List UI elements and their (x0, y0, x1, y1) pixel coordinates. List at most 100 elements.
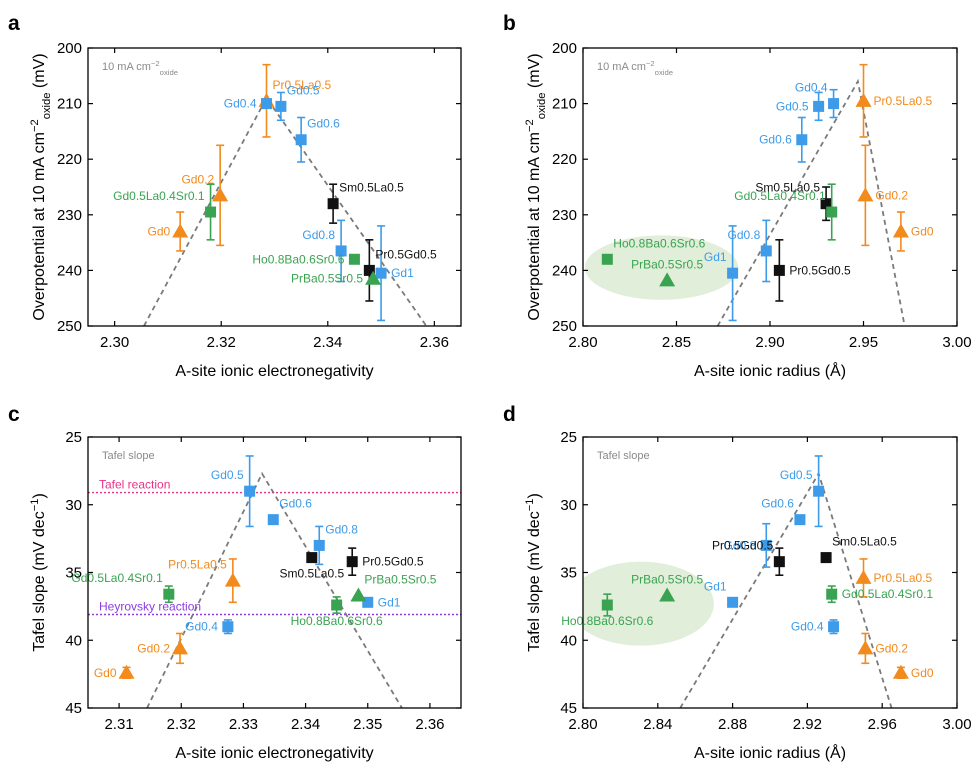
point-label: Gd0 (94, 666, 117, 680)
square-marker (727, 267, 739, 279)
square-marker (327, 198, 339, 210)
point-label: Gd1 (391, 266, 414, 280)
x-axis-label: A-site ionic electronegativity (175, 745, 373, 762)
y-axis-label: Overpotential at 10 mA cm−2oxide (mV) (29, 53, 53, 320)
data-point: Gd0.5La0.4Sr0.1 (71, 571, 175, 604)
point-label: Gd0.5La0.4Sr0.1 (71, 571, 163, 585)
data-point: Gd0.2 (137, 632, 189, 665)
data-point: Gd0.6 (761, 497, 806, 526)
x-tick-label: 2.35 (353, 716, 382, 733)
point-label: Gd0.5 (780, 468, 813, 482)
x-tick-label: 2.33 (229, 716, 258, 733)
data-point: Pr0.5La0.5 (855, 63, 933, 138)
point-label: Ho0.8Ba0.6Sr0.6 (561, 614, 653, 628)
y-axis-label: Tafel slope (mV dec−1) (29, 493, 48, 652)
y-tick-label: 210 (552, 96, 577, 113)
reference-line-label: Tafel reaction (99, 478, 170, 492)
panel-letter: c (8, 403, 20, 426)
data-point: Pr0.5Gd0.5 (712, 539, 785, 577)
panel-letter: a (8, 12, 20, 35)
point-label: Gd0.6 (307, 117, 340, 131)
plot-area (584, 78, 906, 326)
data-point: Pr0.5Gd0.5 (346, 547, 424, 577)
trend-line (146, 471, 403, 708)
data-point: Gd0.6 (759, 116, 808, 163)
data-point: Gd0.8 (302, 219, 347, 283)
data-point: Gd0.4 (224, 97, 273, 111)
square-marker (794, 514, 806, 526)
square-marker (306, 552, 318, 564)
point-label: Ho0.8Ba0.6Sr0.6 (613, 236, 705, 250)
trend-line (143, 96, 428, 326)
annotation-label: Tafel slope (102, 450, 155, 462)
square-marker (295, 134, 307, 146)
square-marker (261, 98, 273, 110)
y-tick-label: 230 (552, 207, 577, 224)
point-label: Gd0.5 (211, 468, 244, 482)
square-marker (820, 198, 832, 210)
square-marker (796, 134, 808, 146)
point-label: PrBa0.5Sr0.5 (291, 272, 363, 286)
point-label: Gd0 (911, 224, 934, 238)
point-label: Gd1 (378, 595, 401, 609)
square-marker (760, 245, 772, 257)
square-marker (275, 100, 287, 112)
triangle-marker (172, 223, 189, 238)
y-tick-label: 45 (65, 700, 82, 717)
y-tick-label: 250 (552, 318, 577, 335)
y-tick-label: 200 (552, 40, 577, 57)
triangle-marker (857, 640, 874, 655)
y-tick-label: 30 (560, 497, 577, 514)
point-label: Gd0 (911, 666, 934, 680)
data-point: Gd0.4 (795, 81, 840, 119)
point-label: PrBa0.5Sr0.5 (631, 257, 703, 271)
data-point: Gd1 (704, 579, 739, 608)
panel-letter: d (503, 403, 516, 426)
y-axis-label: Overpotential at 10 mA cm−2oxide (mV) (524, 53, 548, 320)
triangle-marker (659, 272, 676, 287)
square-marker (244, 485, 256, 497)
y-axis-label: Tafel slope (mV dec−1) (524, 493, 543, 652)
data-point: Gd0.2 (857, 144, 908, 247)
point-label: Gd0.8 (728, 228, 761, 242)
data-point: Gd0.5 (776, 91, 825, 122)
x-tick-label: 2.90 (755, 334, 784, 351)
square-marker (267, 514, 279, 526)
point-label: Gd0.5 (287, 83, 320, 97)
square-marker (760, 539, 772, 551)
point-label: Gd0.5La0.4Sr0.1 (734, 189, 826, 203)
data-point: PrBa0.5Sr0.5 (350, 573, 437, 602)
point-label: Gd0.2 (137, 641, 170, 655)
x-tick-label: 2.80 (568, 716, 597, 733)
data-point: Gd0.5 (275, 83, 320, 122)
square-marker (331, 599, 343, 611)
triangle-marker (857, 187, 874, 202)
triangle-marker (118, 664, 135, 679)
point-label: Gd0.8 (724, 538, 757, 552)
highlight-ellipse (583, 561, 714, 646)
triangle-marker (172, 640, 189, 655)
panel-a: a Gd0 Gd0.2 Pr0.5La0.5 Gd0.5La0.4Sr0.1 Gd0.4 G… (8, 12, 462, 380)
data-point: Sm0.5La0.5 (755, 181, 832, 222)
point-label: PrBa0.5Sr0.5 (364, 573, 436, 587)
y-tick-label: 230 (57, 207, 82, 224)
point-label: Gd0 (147, 224, 170, 238)
y-tick-label: 220 (57, 151, 82, 168)
data-point: Sm0.5La0.5 (820, 535, 897, 564)
triangle-marker (855, 92, 872, 107)
x-axis-label: A-site ionic radius (Å) (694, 361, 846, 380)
point-label: Gd0.4 (795, 81, 828, 95)
square-marker (363, 264, 375, 276)
data-point: Gd0 (892, 664, 934, 680)
square-marker (335, 245, 347, 257)
triangle-marker (224, 572, 241, 587)
point-label: Gd0.4 (791, 620, 824, 634)
data-point: Gd1 (704, 225, 739, 322)
x-tick-label: 2.80 (568, 334, 597, 351)
x-tick-label: 2.85 (662, 334, 691, 351)
y-tick-label: 210 (57, 96, 82, 113)
triangle-marker (659, 587, 676, 602)
data-point: Gd0.5La0.4Sr0.1 (113, 183, 217, 241)
data-point: Gd0 (94, 664, 135, 680)
